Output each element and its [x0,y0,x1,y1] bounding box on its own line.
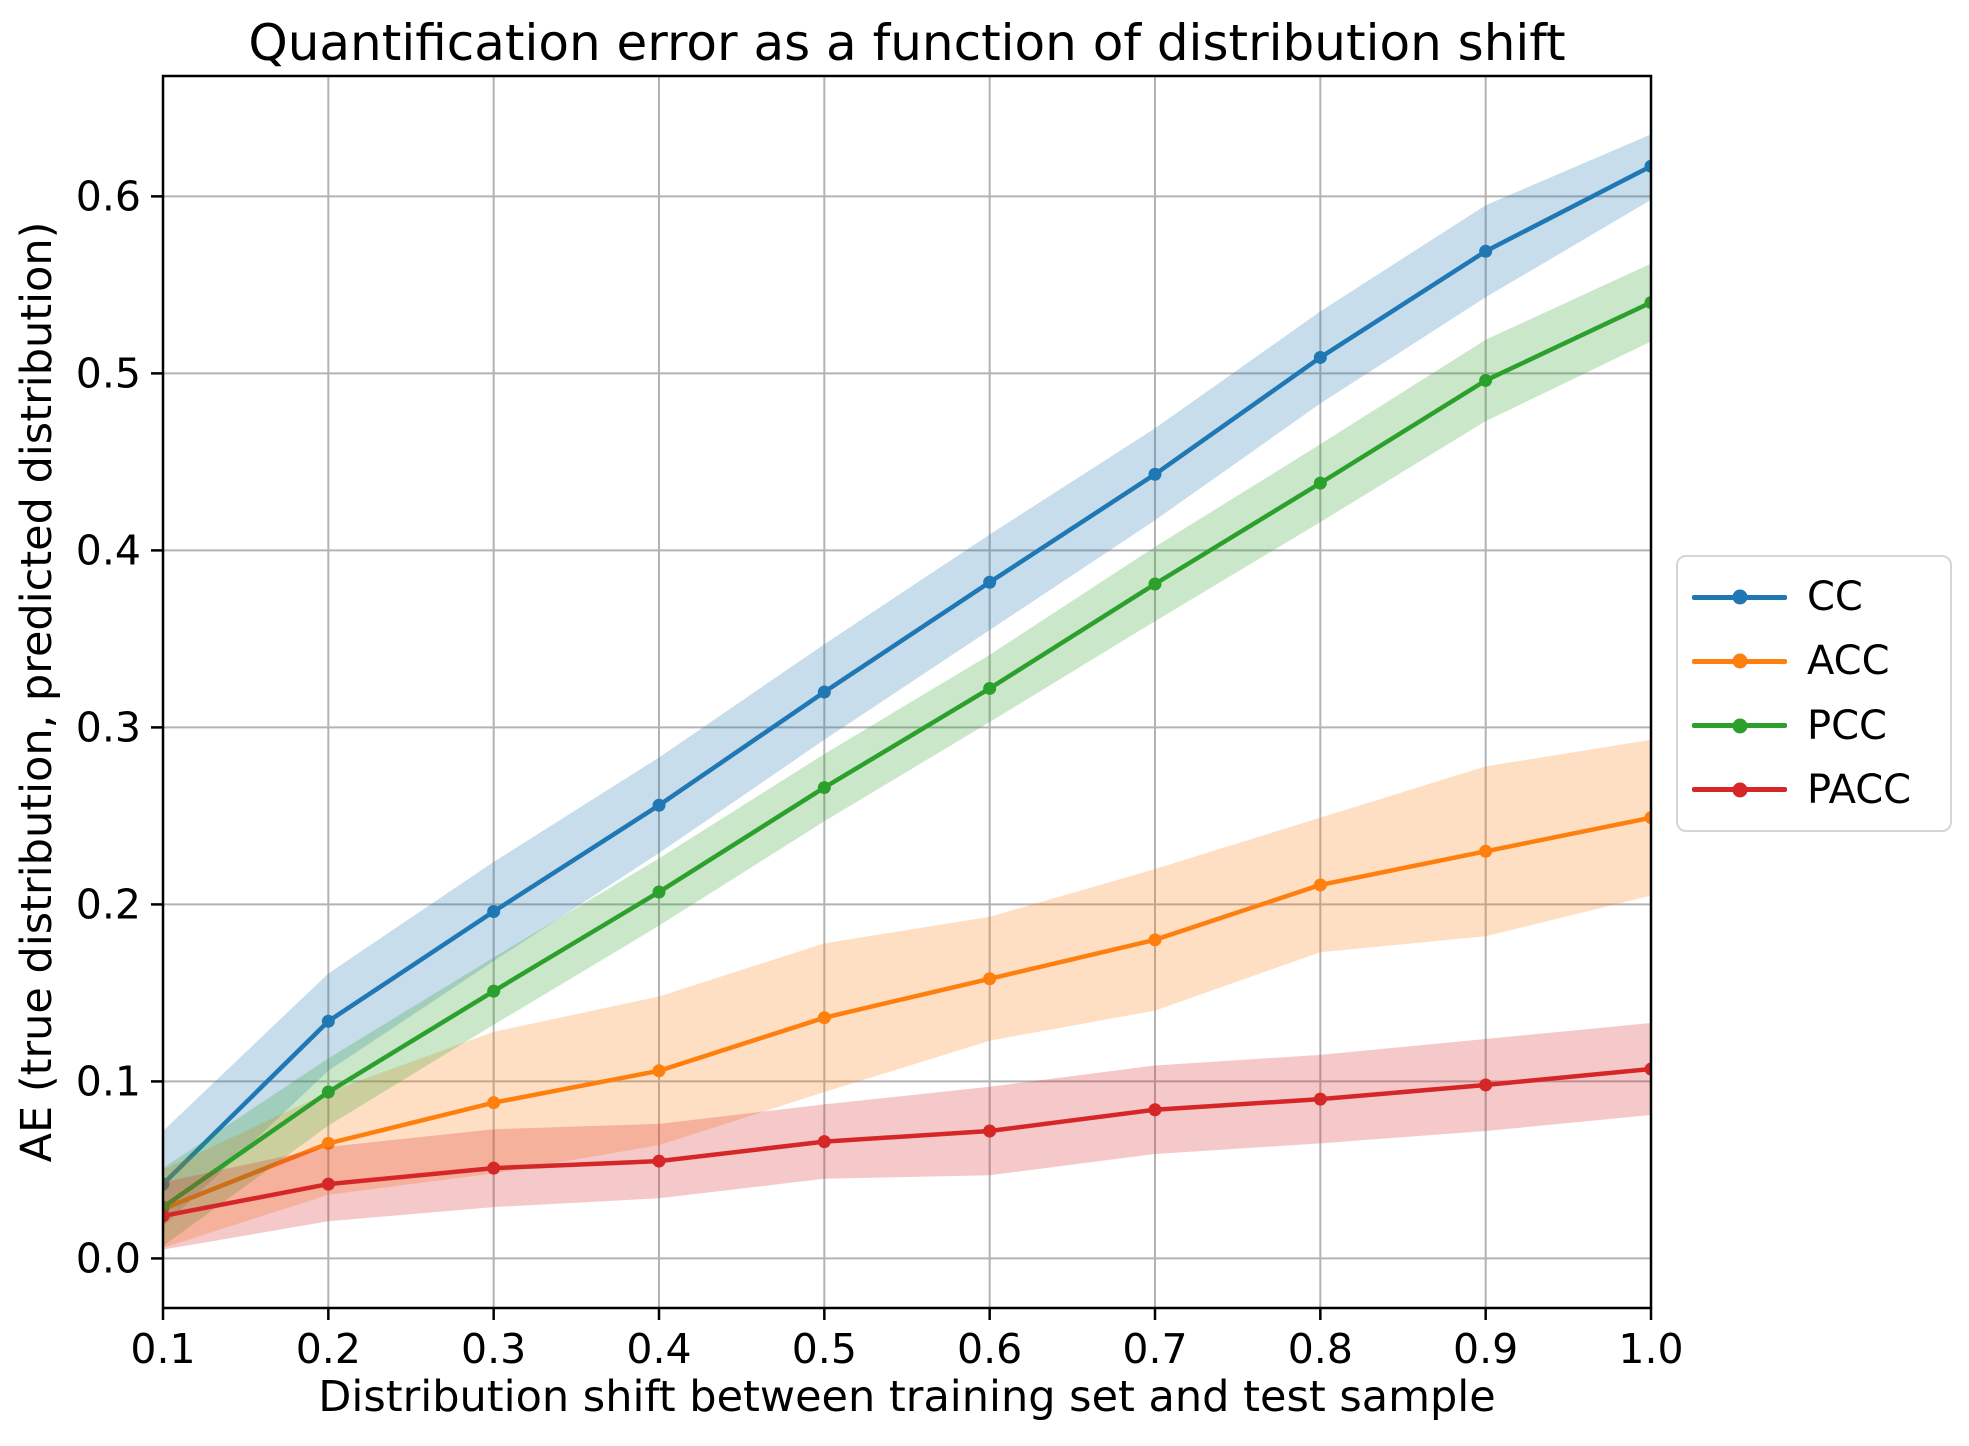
x-tick-label: 0.5 [792,1325,857,1373]
legend: CC ACC PCC PACC [1676,555,1952,832]
data-point [1644,1062,1651,1076]
y-tick-label: 0.6 [76,172,141,220]
x-tick-label: 0.2 [296,1325,361,1373]
data-point [1313,476,1327,490]
series-acc-line [163,815,1651,1212]
series-pcc-markers [163,296,1651,1214]
y-tick-label: 0.1 [76,1057,141,1105]
series-pacc-markers [163,1062,1651,1223]
legend-label: ACC [1807,638,1890,685]
data-point [163,1177,170,1191]
data-point [1313,1092,1327,1106]
legend-sample-line [1692,782,1787,798]
data-point [321,1085,335,1099]
series-acc-band [163,739,1651,1248]
data-point [1148,933,1162,947]
legend-item-acc: ACC [1692,637,1950,685]
chart-title: Quantification error as a function of di… [248,14,1566,72]
data-point [652,1064,666,1078]
x-tick-label: 0.7 [1122,1325,1187,1373]
x-tick-label: 0.6 [957,1325,1022,1373]
y-axis-label: AE (true distribution, predicted distrib… [12,221,62,1163]
legend-sample-line [1692,718,1787,734]
x-tick-label: 1.0 [1618,1325,1683,1373]
data-point [652,885,666,899]
data-point [1148,1103,1162,1117]
y-tick-label: 0.3 [76,703,141,751]
data-point [321,1177,335,1191]
x-tick-label: 0.1 [130,1325,195,1373]
legend-marker-icon [1732,653,1747,669]
data-point [1148,577,1162,591]
tick-labels: 0.0 0.1 0.2 0.3 0.4 0.5 0.6 0.1 0.2 0.3 0.4 0.5 0.6 0… [76,172,1684,1373]
data-point [983,681,997,695]
legend-item-cc: CC [1692,573,1950,621]
data-point [817,1011,831,1025]
legend-marker-icon [1732,589,1747,605]
y-tick-label: 0.4 [76,526,141,574]
legend-item-pacc: PACC [1692,766,1950,814]
data-point [817,1135,831,1149]
data-point [163,1209,170,1223]
legend-marker-icon [1732,718,1747,734]
data-point [1313,878,1327,892]
data-point [1479,373,1493,387]
y-tick-label: 0.2 [76,880,141,928]
series-pcc-line [163,300,1651,1210]
data-point [487,984,501,998]
x-tick-label: 0.9 [1453,1325,1518,1373]
x-tick-label: 0.3 [461,1325,526,1373]
legend-item-pcc: PCC [1692,702,1950,750]
data-point [1644,811,1651,825]
y-tick-label: 0.0 [76,1234,141,1282]
series-pacc-line [163,1066,1651,1219]
legend-label: PACC [1807,766,1912,813]
data-point [983,575,997,589]
data-point [321,1014,335,1028]
x-axis-label: Distribution shift between training set … [318,1372,1496,1422]
data-point [817,781,831,795]
x-tick-label: 0.8 [1288,1325,1353,1373]
data-point [1148,467,1162,481]
tick-marks [151,195,1653,1320]
legend-sample-line [1692,653,1787,669]
data-point [1479,1078,1493,1092]
data-point [321,1136,335,1150]
data-point [817,685,831,699]
data-point [487,1096,501,1110]
data-point [652,1154,666,1168]
data-point [983,972,997,986]
data-point [1479,244,1493,258]
series-cc-band [163,134,1651,1227]
data-point [487,904,501,918]
data-point [1644,296,1651,310]
y-tick-label: 0.5 [76,349,141,397]
x-tick-label: 0.4 [626,1325,691,1373]
data-point [1313,350,1327,364]
series-cc-line [163,164,1651,1187]
data-point [487,1161,501,1175]
legend-marker-icon [1732,782,1747,798]
legend-sample-line [1692,589,1787,605]
data-point [652,798,666,812]
data-point [983,1124,997,1138]
legend-label: PCC [1807,702,1887,749]
legend-label: CC [1807,574,1863,621]
data-point [1644,159,1651,173]
series-cc-markers [163,159,1651,1191]
axes-spines [161,74,1653,1310]
data-point [1479,844,1493,858]
